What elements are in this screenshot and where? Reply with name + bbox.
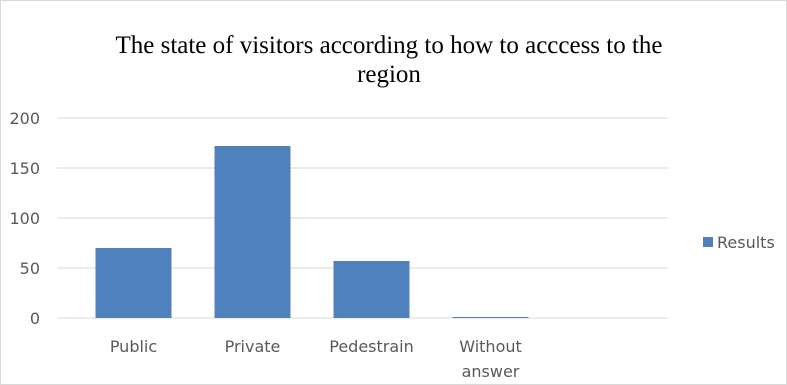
bars: [95, 146, 529, 318]
y-tick-label-0: 0: [30, 309, 40, 328]
x-tick-label-private: Private: [225, 337, 281, 356]
bar-pedestrain: [333, 261, 410, 318]
x-tick-label-pedestrain: Pedestrain: [329, 337, 414, 356]
x-tick-label-public: Public: [110, 337, 157, 356]
y-tick-label-100: 100: [9, 209, 40, 228]
bar-public: [95, 248, 172, 318]
bar-private: [214, 146, 291, 318]
x-tick-label-without-answer-line-2: answer: [462, 362, 520, 381]
y-axis-tick-labels: 0 50 100 150 200: [9, 109, 40, 328]
y-tick-label-50: 50: [20, 259, 40, 278]
y-tick-label-150: 150: [9, 159, 40, 178]
x-axis-tick-labels: Public Private Pedestrain Without answer: [110, 337, 522, 381]
x-tick-label-without-answer-line-1: Without: [459, 337, 522, 356]
chart-title: The state of visitors according to how t…: [115, 32, 662, 88]
legend-label-results: Results: [717, 233, 775, 252]
chart-title-line-1: The state of visitors according to how t…: [115, 32, 662, 59]
chart-title-line-2: region: [357, 61, 421, 88]
bar-without-answer: [452, 317, 529, 318]
y-tick-label-200: 200: [9, 109, 40, 128]
legend-swatch-results: [703, 237, 713, 247]
legend: Results: [703, 233, 775, 252]
